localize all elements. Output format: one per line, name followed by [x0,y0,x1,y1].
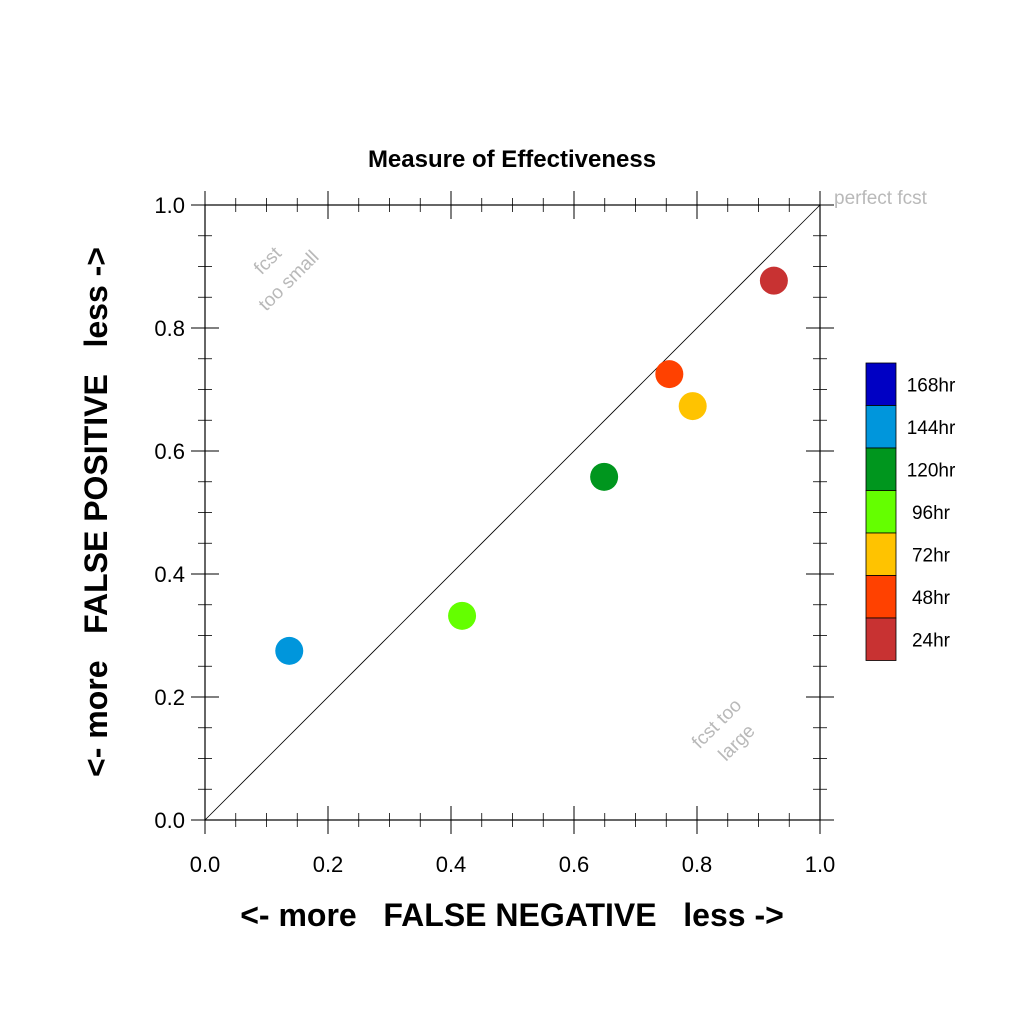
y-tick-label: 0.0 [154,808,185,833]
legend-label-168hr: 168hr [907,375,956,396]
y-tick-label: 0.2 [154,685,185,710]
chart-title: Measure of Effectiveness [368,146,656,173]
y-axis-label: <- more FALSE POSITIVE less -> [78,247,114,777]
point-96hr [448,601,477,630]
legend-label-96hr: 96hr [912,503,951,524]
legend-swatch-168hr [865,362,897,406]
legend-label-120hr: 120hr [907,460,956,481]
x-axis-label: <- more FALSE NEGATIVE less -> [240,897,784,933]
legend-label-72hr: 72hr [912,545,951,566]
point-48hr [655,360,684,389]
y-tick-label: 0.8 [154,316,185,341]
legend: 168hr 144hr 120hr 96hr 72hr 48hr 24hr [865,362,956,661]
perfect-forecast-diagonal [204,204,821,821]
legend-swatch-96hr [865,490,897,534]
axis-ticks: 0.0 0.2 0.4 0.6 0.8 1.0 0.0 0.2 0.4 0.6 0.8 1.0 [154,191,835,877]
legend-swatch-24hr [865,617,897,661]
point-144hr [275,636,304,665]
x-tick-label: 1.0 [805,852,836,877]
point-120hr [590,462,619,491]
y-tick-label: 1.0 [154,193,185,218]
x-tick-label: 0.4 [436,852,467,877]
legend-swatch-72hr [865,532,897,576]
x-tick-label: 0.6 [559,852,590,877]
y-tick-label: 0.4 [154,562,185,587]
point-24hr [759,266,788,295]
legend-swatch-48hr [865,575,897,619]
x-tick-label: 0.0 [190,852,221,877]
point-72hr [678,392,707,421]
legend-label-48hr: 48hr [912,588,951,609]
data-points [275,266,788,665]
legend-swatch-144hr [865,405,897,449]
y-tick-label: 0.6 [154,439,185,464]
x-tick-label: 0.8 [682,852,713,877]
legend-label-24hr: 24hr [912,630,951,651]
legend-swatch-120hr [865,447,897,491]
legend-label-144hr: 144hr [907,418,956,439]
x-tick-label: 0.2 [313,852,344,877]
annotation-perfect-fcst: perfect fcst [834,188,928,209]
